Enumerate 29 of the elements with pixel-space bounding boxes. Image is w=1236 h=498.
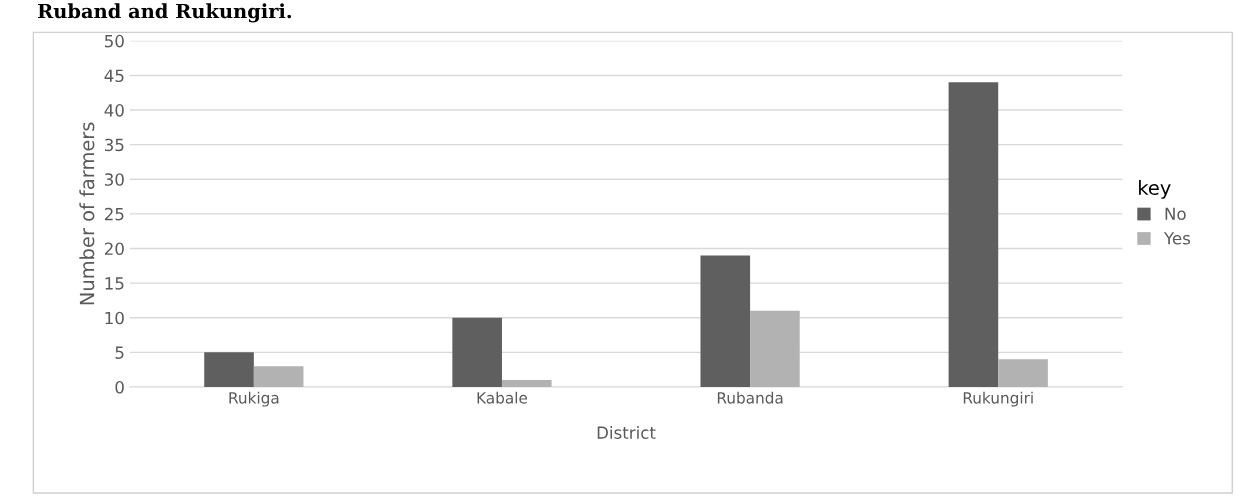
y-tick-label: 40 — [104, 104, 124, 117]
bar — [700, 255, 751, 387]
bar — [501, 380, 552, 387]
y-tick-label: 5 — [115, 346, 124, 359]
y-tick-label: 20 — [104, 242, 124, 256]
y-tick-label: 25 — [104, 207, 124, 221]
x-tick-label: Rukungiri — [963, 391, 1033, 407]
bar — [452, 317, 502, 387]
y-tick-label: 10 — [105, 311, 124, 325]
y-tick-label: 45 — [104, 69, 124, 83]
y-tick-label: 35 — [104, 138, 124, 152]
y-tick-label: 50 — [105, 34, 124, 48]
x-axis-title: District — [597, 426, 656, 439]
bar — [253, 366, 304, 387]
legend-label: Yes — [1163, 232, 1191, 245]
legend-label: No — [1165, 207, 1186, 221]
bar — [750, 310, 800, 387]
y-axis-title: Number of farmers — [79, 122, 95, 305]
y-tick-label: 0 — [115, 380, 124, 394]
x-tick-label: Kabale — [477, 391, 528, 404]
legend-title: key — [1139, 180, 1171, 199]
y-tick-label: 15 — [105, 277, 124, 290]
y-tick-label: 30 — [104, 173, 124, 186]
bar — [998, 359, 1048, 387]
x-tick-label: Rukiga — [229, 391, 279, 407]
x-tick-label: Rubanda — [717, 391, 783, 404]
bar — [204, 352, 254, 387]
bar — [948, 82, 999, 387]
chart-title: Ruband and Rukungiri. — [37, 3, 292, 23]
